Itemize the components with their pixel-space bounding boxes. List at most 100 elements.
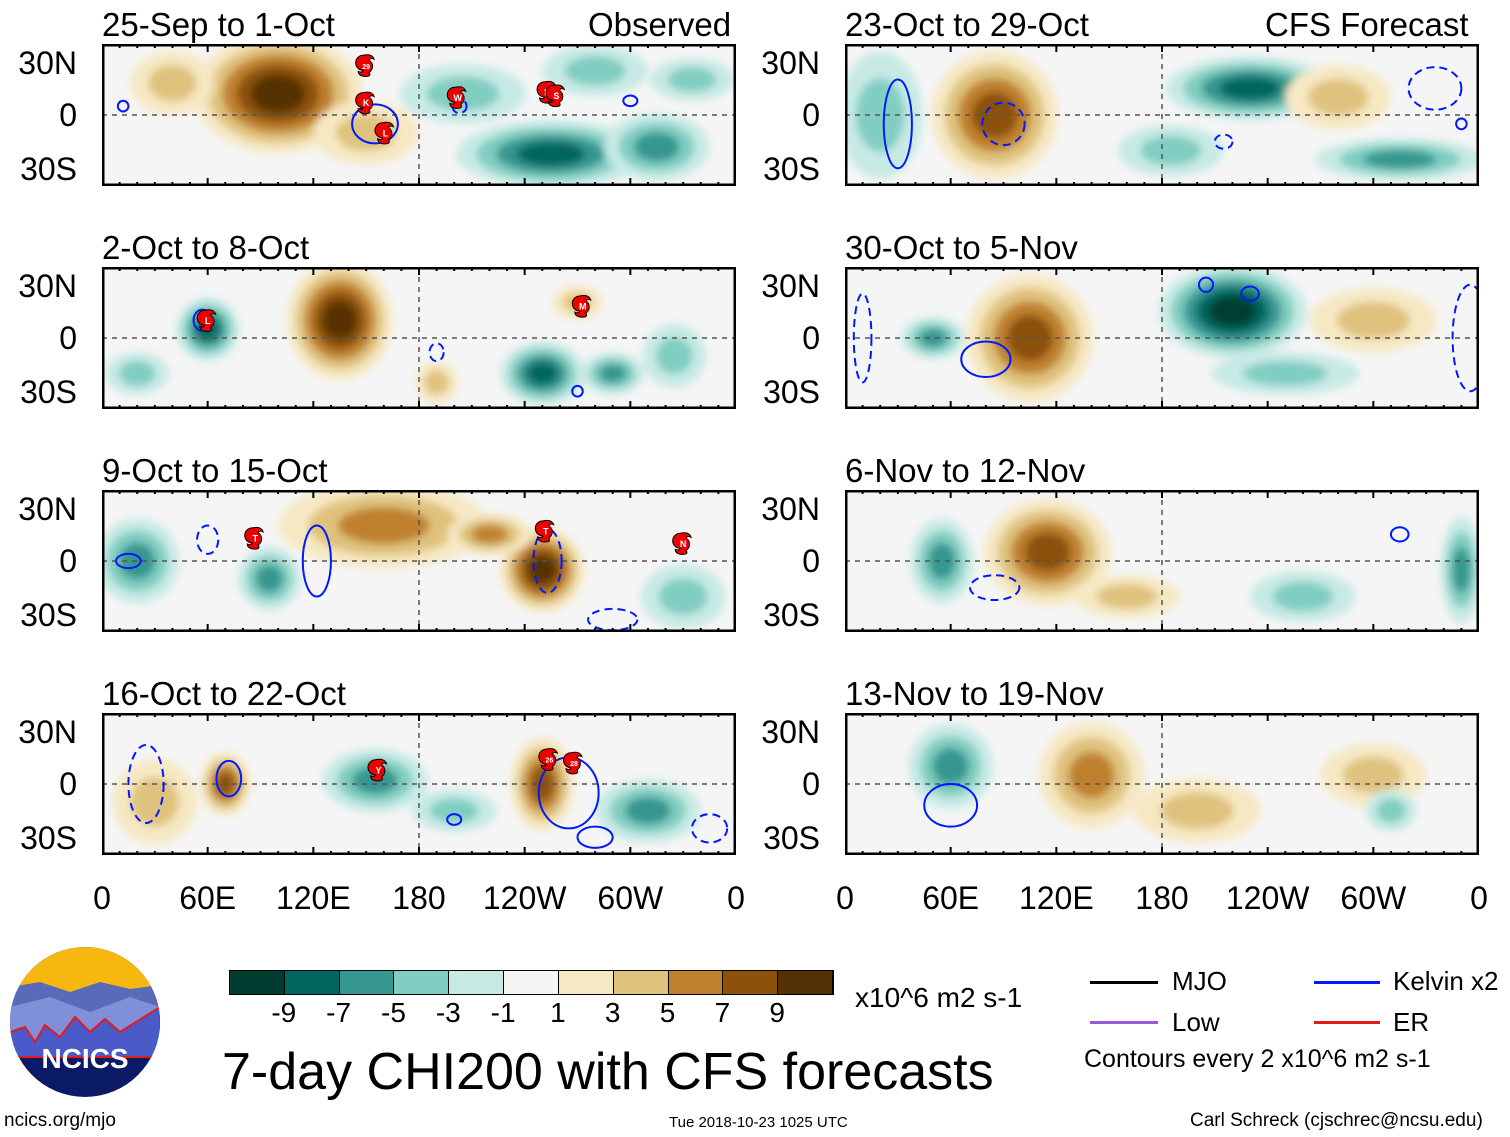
tropical-cyclone-icon: T (534, 519, 555, 543)
y-tick-label: 0 (802, 320, 820, 356)
x-tick-label: 180 (1135, 880, 1189, 916)
positive-anomaly (337, 507, 430, 544)
negative-anomaly (1140, 135, 1202, 166)
negative-anomaly (526, 361, 558, 386)
figure-title: 7-day CHI200 with CFS forecasts (222, 1043, 994, 1101)
x-tick-label: 0 (836, 880, 854, 916)
y-tick-label: 30S (763, 597, 820, 633)
negative-anomaly (255, 564, 284, 593)
kelvin-contour-positive (1389, 526, 1410, 543)
negative-anomaly (1208, 296, 1257, 327)
colorbar-label: -3 (435, 997, 461, 1028)
ncics-logo: NCICS (10, 947, 160, 1097)
map-panel (837, 43, 1485, 187)
colorbar-label: -9 (271, 997, 297, 1028)
negative-anomaly (667, 67, 717, 92)
x-tick-label: 60W (597, 880, 664, 916)
x-tick-label: 60E (922, 880, 980, 916)
x-tick-label: 0 (727, 880, 745, 916)
kelvin-contour-positive (215, 759, 243, 798)
negative-anomaly (1242, 361, 1328, 386)
tropical-cyclone-icon: T (244, 526, 265, 550)
tropical-cyclone-icon: 28 (563, 751, 583, 775)
kelvin-contour-positive (1197, 276, 1215, 293)
footer-url[interactable]: ncics.org/mjo (4, 1110, 116, 1131)
y-tick-label: 30N (18, 45, 77, 81)
panel-title: 9-Oct to 15-Oct (102, 452, 328, 489)
panel-title: 23-Oct to 29-Oct (845, 6, 1089, 43)
colorbar-label: 1 (550, 997, 566, 1028)
negative-anomaly (656, 337, 693, 375)
colorbar-label: -1 (490, 997, 516, 1028)
colorbar-swatch (613, 971, 669, 994)
positive-anomaly (1068, 752, 1115, 799)
positive-anomaly (1160, 792, 1234, 829)
y-tick-label: 30S (20, 597, 77, 633)
colorbar-label: 5 (659, 997, 676, 1028)
x-tick-label: 0 (93, 880, 111, 916)
negative-anomaly (928, 542, 956, 580)
map-panel: Y 26 28 (101, 712, 737, 856)
colorbar-swatch (284, 971, 340, 994)
positive-anomaly (148, 64, 197, 102)
legend-mjo-label: MJO (1172, 966, 1227, 996)
panel-title: 30-Oct to 5-Nov (845, 229, 1078, 266)
tropical-cyclone-icon: 26 (538, 748, 559, 771)
y-tick-label: 30N (18, 268, 77, 304)
storm-label: M (579, 302, 587, 312)
kelvin-contour-negative (852, 292, 873, 384)
map-panel (844, 264, 1489, 410)
kelvin-contour-positive (576, 825, 614, 849)
kelvin-contour-negative (981, 101, 1026, 147)
panel-title: 16-Oct to 22-Oct (102, 675, 346, 712)
contour-note: Contours every 2 x10^6 m2 s-1 (1084, 1045, 1431, 1073)
footer-timestamp: Tue 2018-10-23 1025 UTC (669, 1114, 848, 1131)
tropical-cyclone-icon: W (446, 86, 467, 109)
legend-er-label: ER (1393, 1007, 1430, 1037)
panel-title: 2-Oct to 8-Oct (102, 229, 310, 266)
x-tick-label: 120E (275, 880, 351, 916)
kelvin-contour-negative (969, 574, 1021, 602)
colorbar-label: 9 (769, 997, 785, 1028)
negative-anomaly (118, 361, 156, 386)
panel-title: 25-Sep to 1-Oct (102, 6, 335, 43)
anomaly-map: 29KLWRS (101, 34, 737, 189)
colorbar (229, 970, 834, 995)
tropical-cyclone-icon: K (355, 91, 376, 115)
tropical-cyclone-icon: S (545, 84, 566, 108)
positive-anomaly (251, 74, 306, 113)
positive-anomaly (130, 777, 180, 827)
y-tick-label: 30S (763, 374, 820, 410)
positive-anomaly (1096, 584, 1158, 609)
negative-anomaly (625, 796, 671, 825)
kelvin-contour-positive (1240, 285, 1260, 302)
kelvin-contour-positive (622, 94, 639, 108)
negative-anomaly (598, 364, 627, 383)
negative-anomaly (855, 78, 905, 152)
negative-anomaly (1452, 546, 1471, 593)
y-tick-label: 30N (761, 714, 820, 750)
positive-anomaly (471, 525, 508, 544)
legend-kelvin-line (1314, 981, 1380, 984)
anomaly-map (844, 712, 1480, 856)
footer-author: Carl Schreck (cjschrec@ncsu.edu) (1190, 1110, 1483, 1131)
map-panel (844, 489, 1483, 633)
storm-label: N (680, 539, 687, 549)
anomaly-map (844, 264, 1489, 410)
negative-anomaly (118, 542, 156, 580)
colorbar-swatch (723, 971, 779, 994)
y-tick-label: 30N (761, 45, 820, 81)
anomaly-map (844, 489, 1483, 633)
y-tick-label: 30S (763, 820, 820, 856)
y-tick-label: 30N (761, 268, 820, 304)
y-tick-label: 30S (20, 151, 77, 187)
negative-anomaly (1363, 150, 1437, 169)
colorbar-units: x10^6 m2 s-1 (855, 982, 1023, 1013)
y-tick-label: 0 (59, 320, 77, 356)
negative-anomaly (633, 132, 680, 162)
storm-label: Y (375, 765, 381, 775)
storm-label: S (553, 91, 559, 101)
positive-anomaly (971, 91, 1018, 139)
positive-anomaly (322, 301, 357, 340)
